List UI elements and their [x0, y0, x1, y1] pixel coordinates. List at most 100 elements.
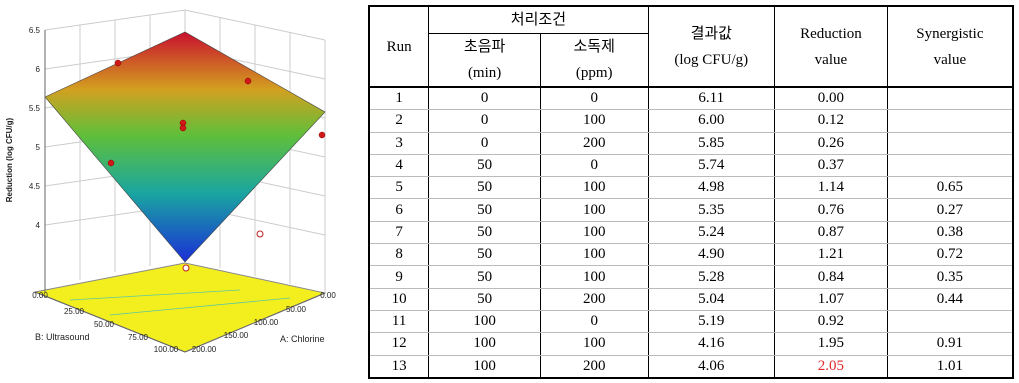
b-tick-label: 0.00 [32, 291, 48, 300]
header-reduction: Reduction value [774, 6, 888, 88]
floor-contours [69, 289, 291, 316]
a-tick-label: 150.00 [224, 331, 249, 340]
table-cell: 1.14 [774, 176, 888, 200]
header-unit: (min) [467, 65, 502, 81]
table-cell: 0.27 [886, 198, 1014, 222]
table-cell: 6.11 [647, 87, 776, 111]
table-cell: 6.00 [647, 109, 776, 133]
a-tick-label: 100.00 [254, 318, 279, 327]
table-row: 12 100 100 4.16 1.95 0.91 [368, 332, 1014, 356]
table-cell: 4 [368, 154, 430, 178]
table-cell: 11 [368, 310, 430, 334]
table-row: 7 50 100 5.24 0.87 0.38 [368, 221, 1014, 245]
response-surface [44, 31, 326, 263]
header-conditions: 처리조건 [428, 6, 649, 34]
table-cell [886, 109, 1014, 133]
table-cell: 0.84 [774, 265, 888, 289]
table-cell: 50 [428, 198, 541, 222]
table-cell: 5.35 [647, 198, 776, 222]
header-text: 초음파 [463, 39, 506, 55]
table-cell: 0.37 [774, 154, 888, 178]
table-cell: 100 [539, 265, 649, 289]
header-chlorine: 소독제 (ppm) [539, 33, 649, 88]
table-cell: 2 [368, 109, 430, 133]
header-text: value [814, 51, 848, 68]
table-cell: 0 [539, 154, 649, 178]
table-cell: 0.92 [774, 310, 888, 334]
table-cell: 0 [428, 132, 541, 155]
table-cell: 9 [368, 265, 430, 289]
table-cell: 0.44 [886, 288, 1014, 311]
table-cell: 100 [428, 355, 541, 378]
table-cell: 0.00 [774, 87, 888, 111]
table-cell [886, 132, 1014, 155]
table-cell: 0.26 [774, 132, 888, 155]
header-text: Synergistic [916, 25, 984, 42]
z-tick-label: 6 [36, 65, 41, 74]
table-cell: 7 [368, 221, 430, 245]
z-tick-label: 4 [36, 221, 41, 230]
b-axis-label: B: Ultrasound [35, 332, 90, 342]
table-cell: 50 [428, 154, 541, 178]
table-cell: 4.16 [647, 332, 776, 356]
z-axis-label: Reduction (log CFU/g) [5, 117, 14, 202]
table-row: 6 50 100 5.35 0.76 0.27 [368, 198, 1014, 222]
table-cell: 100 [539, 176, 649, 200]
table-cell: 100 [539, 109, 649, 133]
table-cell: 0 [539, 310, 649, 334]
table-cell: 0.87 [774, 221, 888, 245]
table-cell [886, 87, 1014, 111]
table-cell: 5.04 [647, 288, 776, 311]
z-tick-label: 4.5 [29, 182, 41, 191]
axes [34, 30, 326, 353]
table-cell: 5.19 [647, 310, 776, 334]
a-tick-label: 50.00 [286, 305, 307, 314]
b-tick-label: 50.00 [94, 320, 115, 329]
table-row: 13 100 200 4.06 2.05 1.01 [368, 355, 1014, 378]
header-text: 결과값 [690, 25, 732, 42]
b-tick-label: 25.00 [64, 307, 85, 316]
table-cell: 200 [539, 288, 649, 311]
table-cell: 5.74 [647, 154, 776, 178]
table-cell: 100 [539, 332, 649, 356]
table-row: 8 50 100 4.90 1.21 0.72 [368, 243, 1014, 267]
header-run: Run [368, 6, 430, 88]
table-cell: 6 [368, 198, 430, 222]
table-row: 2 0 100 6.00 0.12 [368, 109, 1014, 133]
table-cell: 100 [539, 198, 649, 222]
table-cell: 50 [428, 221, 541, 245]
a-axis-label: A: Chlorine [280, 334, 325, 344]
a-tick-label: 0.00 [320, 291, 336, 300]
table-cell: 13 [368, 355, 430, 378]
table-cell: 4.98 [647, 176, 776, 200]
table-cell: 12 [368, 332, 430, 356]
table-cell: 5 [368, 176, 430, 200]
table-cell: 100 [539, 221, 649, 245]
table-cell: 50 [428, 243, 541, 267]
table-cell: 4.90 [647, 243, 776, 267]
a-tick-label: 200.00 [192, 345, 217, 354]
table-cell: 0.76 [774, 198, 888, 222]
table-cell: 100 [428, 332, 541, 356]
results-table: Run 처리조건 결과값 (log CFU/g) Reduction value S… [368, 5, 1014, 379]
header-result: 결과값 (log CFU/g) [647, 6, 776, 88]
z-tick-label: 6.5 [29, 26, 41, 35]
table-cell: 2.05 [774, 355, 888, 378]
table-cell: 1 [368, 87, 430, 111]
table-cell: 0.12 [774, 109, 888, 133]
table-cell: 5.28 [647, 265, 776, 289]
table-cell: 0.91 [886, 332, 1014, 356]
table-row: 11 100 0 5.19 0.92 [368, 310, 1014, 334]
table-cell: 1.95 [774, 332, 888, 356]
table-cell: 50 [428, 176, 541, 200]
table-cell: 50 [428, 265, 541, 289]
table-cell: 100 [539, 243, 649, 267]
header-text: 소독제 [573, 39, 615, 55]
table-cell: 4.06 [647, 355, 776, 378]
table-cell [886, 154, 1014, 178]
table-cell: 0.35 [886, 265, 1014, 289]
table-cell: 0 [428, 109, 541, 133]
table-cell: 5.85 [647, 132, 776, 155]
design-points-below [182, 230, 264, 272]
